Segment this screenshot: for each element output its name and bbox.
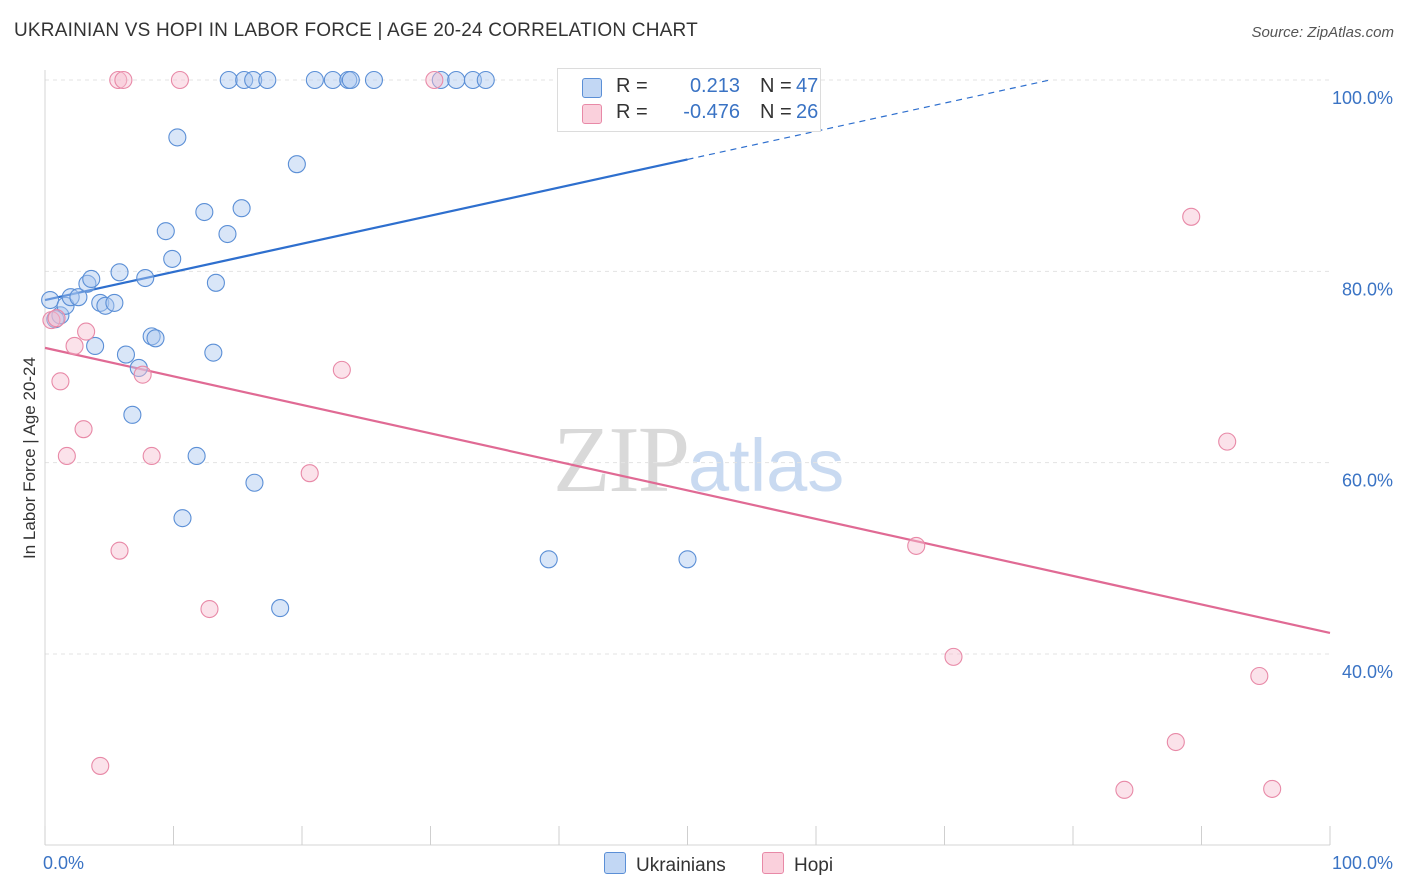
- data-point-ukrainians[interactable]: [539, 550, 558, 569]
- legend-r-label: R =: [616, 101, 648, 123]
- data-point-hopi[interactable]: [1182, 207, 1201, 226]
- y-tick-label: 100.0%: [1332, 88, 1393, 108]
- data-point-hopi[interactable]: [332, 360, 351, 379]
- data-point-hopi[interactable]: [200, 599, 219, 619]
- trend-layer: [44, 79, 1331, 635]
- data-point-hopi[interactable]: [133, 365, 152, 384]
- data-point-hopi[interactable]: [65, 336, 84, 356]
- data-point-ukrainians[interactable]: [323, 70, 342, 90]
- y-axis-title: In Labor Force | Age 20-24: [20, 357, 39, 559]
- data-point-ukrainians[interactable]: [219, 70, 238, 90]
- data-point-ukrainians[interactable]: [168, 128, 187, 147]
- data-point-ukrainians[interactable]: [136, 268, 155, 288]
- x-tick-label: 0.0%: [43, 853, 84, 873]
- data-point-ukrainians[interactable]: [61, 288, 80, 307]
- data-point-hopi[interactable]: [142, 446, 161, 466]
- x-tick-label: 100.0%: [1332, 853, 1393, 873]
- source-credit: Source: ZipAtlas.com: [1251, 24, 1394, 41]
- hopi-label: Hopi: [794, 855, 834, 876]
- series-legend: Ukrainians Hopi: [0, 852, 1406, 878]
- data-point-hopi[interactable]: [114, 70, 133, 90]
- hopi-swatch: [762, 852, 784, 874]
- data-point-ukrainians[interactable]: [218, 224, 237, 244]
- data-point-ukrainians[interactable]: [244, 70, 263, 90]
- data-point-ukrainians[interactable]: [56, 296, 75, 315]
- data-point-ukrainians[interactable]: [173, 509, 192, 528]
- legend-n-value: 26: [796, 101, 819, 123]
- data-point-ukrainians[interactable]: [287, 155, 306, 174]
- series-legend-hopi: Hopi: [762, 852, 833, 877]
- hopi-swatch: [582, 104, 602, 124]
- data-point-hopi[interactable]: [944, 647, 963, 666]
- series-legend-ukrainians: Ukrainians: [604, 852, 726, 877]
- data-point-ukrainians[interactable]: [86, 336, 105, 356]
- data-point-hopi[interactable]: [51, 372, 70, 391]
- data-point-hopi[interactable]: [57, 446, 76, 466]
- legend-r-value: -0.476: [683, 101, 740, 123]
- data-point-ukrainians[interactable]: [123, 405, 142, 424]
- data-point-hopi[interactable]: [425, 70, 444, 90]
- data-point-ukrainians[interactable]: [195, 202, 214, 222]
- data-point-hopi[interactable]: [109, 70, 128, 90]
- trendline-ukrainians: [44, 158, 688, 302]
- data-point-ukrainians[interactable]: [463, 70, 482, 90]
- data-point-ukrainians[interactable]: [447, 70, 466, 90]
- data-point-hopi[interactable]: [170, 70, 189, 90]
- data-point-ukrainians[interactable]: [105, 293, 124, 312]
- legend-r-value: 0.213: [689, 75, 740, 97]
- ukrainians-label: Ukrainians: [636, 855, 726, 876]
- y-tick-label: 40.0%: [1342, 662, 1393, 682]
- data-point-ukrainians[interactable]: [146, 329, 165, 348]
- data-point-ukrainians[interactable]: [110, 263, 129, 282]
- data-point-hopi[interactable]: [74, 420, 93, 439]
- data-point-ukrainians[interactable]: [341, 70, 360, 90]
- data-point-hopi[interactable]: [1218, 432, 1237, 451]
- data-point-ukrainians[interactable]: [232, 199, 251, 218]
- trendline-extension-ukrainians: [687, 79, 1050, 160]
- data-point-ukrainians[interactable]: [258, 70, 277, 90]
- trendline-hopi: [44, 346, 1331, 635]
- ukrainians-swatch: [604, 852, 626, 874]
- data-point-ukrainians[interactable]: [187, 446, 206, 466]
- data-point-hopi[interactable]: [1250, 666, 1269, 686]
- chart-title: UKRAINIAN VS HOPI IN LABOR FORCE | AGE 2…: [14, 20, 698, 41]
- axis-layer: [44, 70, 1331, 846]
- data-point-ukrainians[interactable]: [364, 70, 384, 90]
- data-point-ukrainians[interactable]: [476, 70, 495, 90]
- data-point-hopi[interactable]: [110, 541, 129, 560]
- label-layer: 100.0% 80.0% 60.0% 40.0% 0.0% 100.0%: [43, 88, 1393, 873]
- data-point-hopi[interactable]: [77, 322, 96, 341]
- data-point-ukrainians[interactable]: [678, 550, 697, 569]
- data-point-ukrainians[interactable]: [82, 269, 101, 289]
- legend-n-label: N =: [760, 75, 792, 97]
- ukrainians-swatch: [582, 78, 602, 98]
- data-point-ukrainians[interactable]: [116, 345, 136, 364]
- data-point-ukrainians[interactable]: [163, 249, 182, 268]
- data-point-hopi[interactable]: [91, 756, 110, 775]
- y-tick-label: 60.0%: [1342, 471, 1393, 491]
- data-point-hopi[interactable]: [300, 464, 319, 483]
- data-point-ukrainians[interactable]: [431, 70, 450, 90]
- data-point-hopi[interactable]: [47, 309, 66, 328]
- data-point-hopi[interactable]: [1166, 732, 1185, 752]
- data-point-hopi[interactable]: [1115, 780, 1134, 799]
- data-point-ukrainians[interactable]: [305, 70, 324, 90]
- data-point-ukrainians[interactable]: [41, 290, 60, 310]
- legend-n-label: N =: [760, 101, 792, 123]
- data-point-ukrainians[interactable]: [69, 288, 88, 307]
- legend-n-value: 47: [796, 75, 819, 97]
- data-point-hopi[interactable]: [1263, 779, 1282, 798]
- correlation-legend: R = 0.213 N = 47 R = -0.476 N = 26: [557, 68, 821, 132]
- data-point-ukrainians[interactable]: [271, 599, 290, 618]
- data-point-ukrainians[interactable]: [156, 222, 175, 241]
- data-point-ukrainians[interactable]: [204, 343, 223, 362]
- data-point-ukrainians[interactable]: [206, 273, 225, 292]
- y-tick-label: 80.0%: [1342, 279, 1393, 299]
- data-point-ukrainians[interactable]: [91, 293, 110, 312]
- data-point-hopi[interactable]: [907, 536, 926, 555]
- point-layer: [41, 70, 1282, 799]
- legend-r-label: R =: [616, 75, 648, 97]
- data-point-ukrainians[interactable]: [245, 473, 264, 492]
